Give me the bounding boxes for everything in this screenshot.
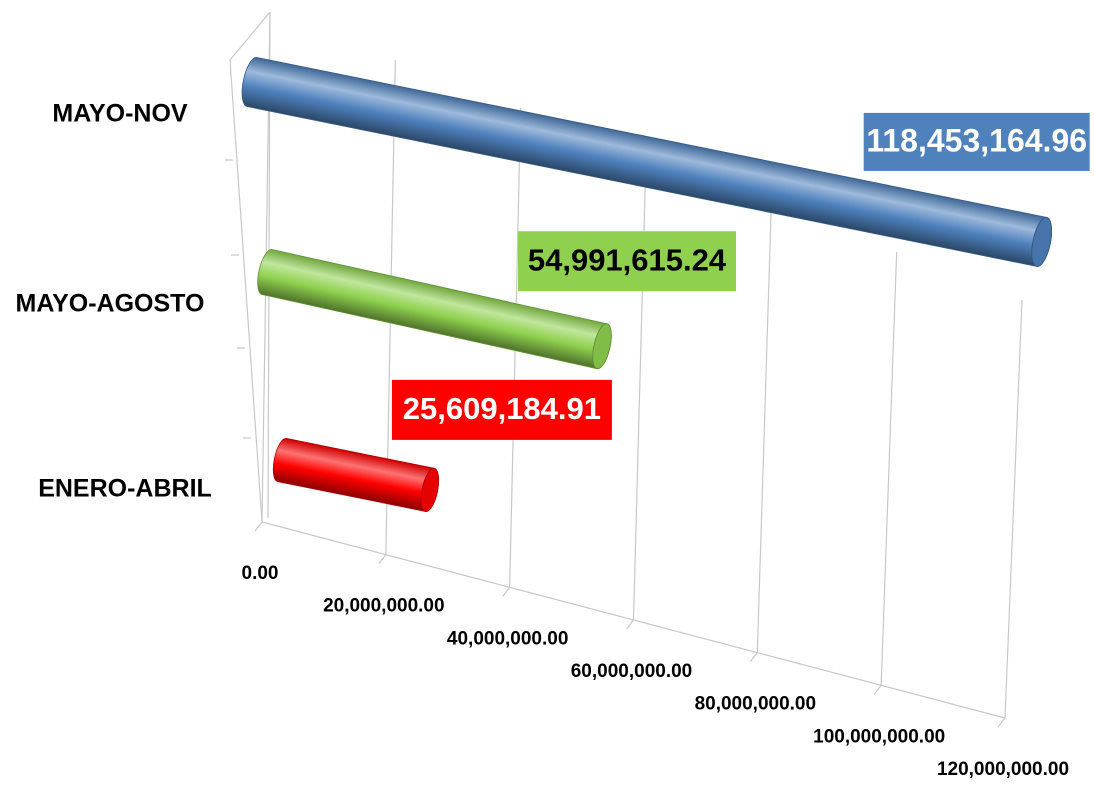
x-tick [626, 619, 634, 630]
value-label: 118,453,164.96 [866, 122, 1087, 158]
x-tick-label: 40,000,000.00 [447, 628, 569, 649]
bar-cap [592, 323, 612, 370]
bar [241, 57, 1052, 267]
value-label-box [517, 231, 736, 292]
x-tick-label: 120,000,000.00 [937, 759, 1069, 780]
bar [257, 249, 612, 370]
bar-body [272, 438, 440, 512]
bar [272, 438, 440, 512]
x-tick [873, 684, 882, 695]
category-label: ENERO-ABRIL [38, 475, 212, 503]
grid-line [632, 155, 647, 621]
x-tick [502, 586, 511, 597]
x-tick [254, 521, 263, 532]
category-label: MAYO-AGOSTO [16, 290, 205, 318]
x-tick [749, 652, 758, 663]
bar-cap [420, 467, 440, 512]
x-tick-label: 100,000,000.00 [813, 726, 945, 747]
x-tick-label: 20,000,000.00 [323, 596, 445, 617]
value-label: 54,991,615.24 [528, 242, 727, 277]
value-label-box [861, 110, 1092, 173]
value-label-box [391, 379, 612, 440]
x-tick-label: 80,000,000.00 [695, 694, 817, 715]
grid-line [1004, 299, 1023, 719]
grid-line [880, 251, 898, 686]
x-tick [997, 717, 1006, 728]
x-tick [378, 554, 387, 565]
value-label: 25,609,184.91 [403, 391, 601, 426]
bar-cap [1031, 216, 1052, 267]
category-label: MAYO-NOV [52, 100, 188, 128]
wall-edge [229, 59, 263, 523]
grid-line [756, 203, 772, 653]
x-tick-label: 0.00 [242, 563, 279, 584]
x-tick-label: 60,000,000.00 [571, 661, 693, 682]
wall-edge [229, 11, 271, 61]
